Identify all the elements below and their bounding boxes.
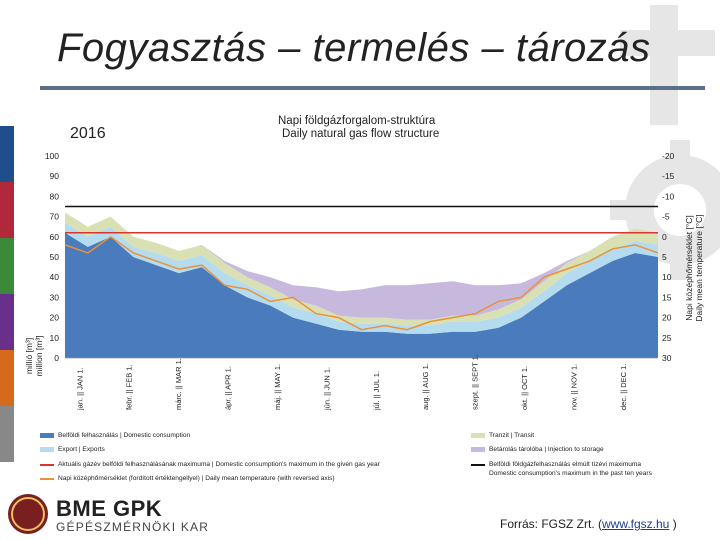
y-axis-label-2: million [m³] — [34, 335, 44, 376]
legend-item-injection: Betárolás tárolóba | Injection to storag… — [471, 446, 604, 453]
y-axis-label-1: millió [m³] — [24, 338, 34, 374]
legend-swatch-year-max — [40, 463, 54, 466]
y2-tick-label: -20 — [662, 151, 675, 161]
legend-swatch-injection — [471, 447, 485, 452]
y-tick-label: 50 — [50, 252, 60, 262]
title-divider — [40, 86, 705, 90]
month-tick-label: ápr. || APR 1. — [224, 366, 233, 410]
legend-label-injection: Betárolás tárolóba | Injection to storag… — [489, 446, 604, 453]
stripe-3 — [0, 238, 14, 294]
month-tick-label: nov. || NOV 1. — [569, 364, 578, 410]
temperature-line — [64, 235, 659, 331]
legend-label-export: Export | Exports — [58, 446, 105, 453]
month-tick-label: aug. || AUG 1. — [421, 363, 430, 410]
legend-label-year-max: Aktuális gázév belföldi felhasználásának… — [58, 461, 380, 468]
y-tick-label: 70 — [50, 212, 60, 222]
y2-tick-label: -10 — [662, 191, 675, 201]
y-tick-label: 20 — [50, 313, 60, 323]
legend-label-transit: Tranzit | Transit — [489, 432, 535, 439]
y2-tick-label: -15 — [662, 171, 675, 181]
y2-tick-label: 25 — [662, 333, 672, 343]
stripe-2 — [0, 182, 14, 238]
y2-tick-label: 20 — [662, 313, 672, 323]
y-tick-label: 30 — [50, 292, 60, 302]
legend-label-ten-year-max: Belföldi földgázfelhasználás elmúlt tízé… — [489, 461, 642, 468]
y-tick-label: 10 — [50, 333, 60, 343]
slide-title: Fogyasztás – termelés – tározás — [57, 26, 651, 70]
y-tick-label: 0 — [54, 353, 59, 363]
y-tick-label: 80 — [50, 191, 60, 201]
month-tick-label: jan. || JAN 1. — [75, 367, 84, 411]
brand-name: BME GPK — [56, 496, 163, 521]
stripe-6 — [0, 406, 14, 462]
legend-item-domestic: Belföldi felhasználás | Domestic consump… — [40, 432, 190, 439]
gas-flow-chart: 2016 Napi földgázforgalom-struktúra Dail… — [20, 100, 705, 480]
month-tick-label: jún. || JUN 1. — [322, 367, 331, 411]
chart-year: 2016 — [70, 125, 106, 142]
y-tick-label: 40 — [50, 272, 60, 282]
brand-faculty: GÉPÉSZMÉRNÖKI KAR — [56, 520, 210, 534]
y2-tick-label: 10 — [662, 272, 672, 282]
source-suffix: ) — [669, 517, 677, 531]
chart-svg: 2016 Napi földgázforgalom-struktúra Dail… — [24, 115, 704, 411]
stripe-5 — [0, 350, 14, 406]
university-seal-logo — [8, 494, 48, 534]
month-tick-label: dec. || DEC 1. — [619, 364, 628, 410]
legend-swatch-transit — [471, 433, 485, 438]
chart-subtitle: Daily natural gas flow structure — [282, 128, 439, 140]
month-tick-label: okt. || OCT 1. — [520, 366, 529, 410]
y-tick-label: 90 — [50, 171, 60, 181]
legend-item-transit: Tranzit | Transit — [471, 432, 534, 439]
axes: 0102030405060708090100302520151050-5-10-… — [45, 151, 675, 411]
side-color-stripes — [0, 126, 14, 466]
y2-tick-label: 5 — [662, 252, 667, 262]
plot-area — [64, 205, 659, 358]
stripe-4 — [0, 294, 14, 350]
y2-tick-label: -5 — [662, 212, 670, 222]
source-link[interactable]: www.fgsz.hu — [602, 517, 670, 531]
legend-item-year-max: Aktuális gázév belföldi felhasználásának… — [40, 461, 380, 468]
y2-tick-label: 30 — [662, 353, 672, 363]
y-tick-label: 60 — [50, 232, 60, 242]
month-tick-label: márc. || MAR 1. — [174, 358, 183, 410]
legend-item-ten-year-max-en: Domestic consumption's maximum in the pa… — [489, 470, 652, 477]
source-note: Forrás: FGSZ Zrt. (www.fgsz.hu ) — [500, 517, 677, 531]
y2-axis-label-2: Daily mean temperature [°C] — [694, 214, 704, 321]
legend-label-domestic: Belföldi felhasználás | Domestic consump… — [58, 432, 191, 439]
y2-tick-label: 15 — [662, 292, 672, 302]
chart-title: Napi földgázforgalom-struktúra — [278, 115, 436, 127]
month-tick-label: júl. || JUL 1. — [372, 371, 381, 411]
legend-label-temperature: Napi középhőmérséklet (fordított értékte… — [58, 475, 335, 482]
chart-legend: Belföldi felhasználás | Domestic consump… — [40, 428, 680, 483]
month-tick-label: szept. || SEPT 1. — [471, 354, 480, 410]
area-series-injection — [65, 212, 658, 320]
y2-axis-label-1: Napi középhőmérséklet [°C] — [684, 215, 694, 320]
y2-tick-label: 0 — [662, 232, 667, 242]
legend-item-export: Export | Exports — [40, 446, 105, 453]
legend-item-ten-year-max: Belföldi földgázfelhasználás elmúlt tízé… — [471, 461, 641, 468]
source-prefix: Forrás: FGSZ Zrt. ( — [500, 517, 602, 531]
month-tick-label: febr. || FEB 1. — [125, 364, 134, 410]
legend-item-temperature: Napi középhőmérséklet (fordított értékte… — [40, 475, 335, 482]
legend-swatch-domestic — [40, 433, 54, 438]
month-tick-label: máj. || MAY 1. — [273, 364, 282, 410]
legend-swatch-ten-year-max — [471, 463, 485, 466]
area-series-domestic — [65, 232, 658, 358]
y-tick-label: 100 — [45, 151, 59, 161]
stripe-1 — [0, 126, 14, 182]
legend-swatch-export — [40, 447, 54, 452]
legend-swatch-temperature — [40, 477, 54, 480]
legend-label-ten-year-max-en: Domestic consumption's maximum in the pa… — [489, 470, 652, 477]
gear-watermark-icon — [610, 5, 720, 280]
